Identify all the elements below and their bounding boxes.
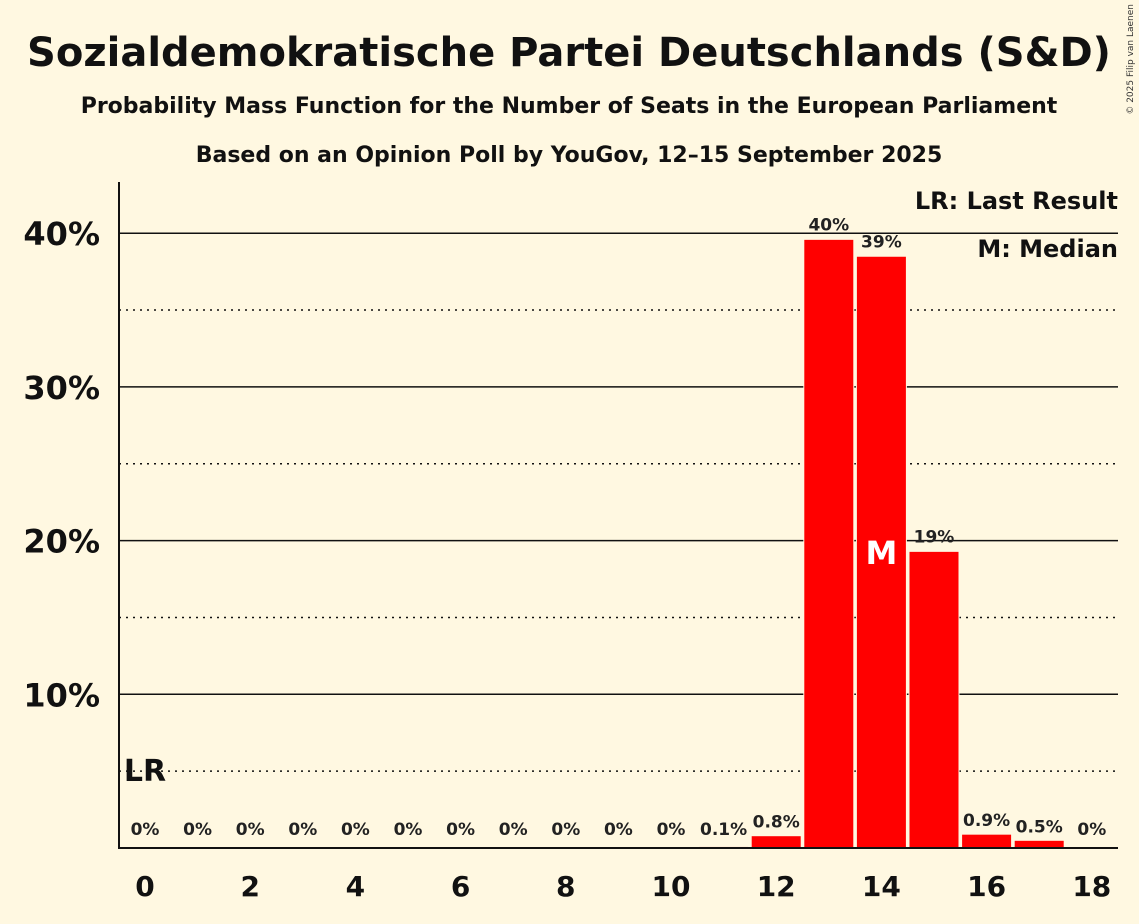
legend-last-result: LR: Last Result [915, 187, 1118, 215]
copyright: © 2025 Filip van Laenen [1126, 4, 1136, 115]
chart-subtitle: Probability Mass Function for the Number… [81, 94, 1058, 119]
last-result-marker: LR [124, 754, 166, 789]
bar [1013, 839, 1065, 849]
data-label: 0% [394, 820, 423, 840]
data-label: 0% [446, 820, 475, 840]
bar [855, 255, 907, 849]
x-tick-label: 14 [862, 870, 901, 903]
x-tick-label: 16 [967, 870, 1006, 903]
x-tick-label: 0 [135, 870, 154, 903]
x-tick-label: 10 [652, 870, 691, 903]
data-label: 0% [288, 820, 317, 840]
median-marker: M [865, 534, 897, 572]
legend-median: M: Median [977, 235, 1118, 263]
y-tick-label: 10% [23, 676, 100, 714]
x-tick-label: 12 [757, 870, 796, 903]
y-tick-label: 20% [23, 523, 100, 561]
data-label: 19% [914, 527, 955, 547]
data-label: 0.5% [1016, 817, 1063, 837]
data-label: 0% [341, 820, 370, 840]
data-label: 39% [861, 232, 902, 252]
bar [961, 833, 1013, 849]
data-label: 0% [604, 820, 633, 840]
data-label: 0.8% [753, 813, 800, 833]
data-label: 0.1% [700, 820, 747, 840]
bar [803, 238, 855, 849]
data-label: 0% [657, 820, 686, 840]
data-label: 0% [131, 820, 160, 840]
y-tick-label: 30% [23, 369, 100, 407]
bar [750, 835, 802, 849]
bar [908, 550, 960, 849]
y-tick-label: 40% [23, 215, 100, 253]
x-tick-label: 2 [240, 870, 259, 903]
data-label: 0% [1077, 820, 1106, 840]
x-tick-label: 8 [556, 870, 575, 903]
data-label: 0.9% [963, 811, 1010, 831]
data-label: 0% [183, 820, 212, 840]
chart-subtitle-2: Based on an Opinion Poll by YouGov, 12–1… [196, 143, 943, 168]
data-label: 0% [499, 820, 528, 840]
data-label: 40% [808, 215, 849, 235]
data-label: 0% [551, 820, 580, 840]
x-tick-label: 18 [1072, 870, 1111, 903]
x-tick-label: 6 [451, 870, 470, 903]
x-tick-label: 4 [346, 870, 365, 903]
chart-title: Sozialdemokratische Partei Deutschlands … [27, 30, 1111, 76]
data-label: 0% [236, 820, 265, 840]
